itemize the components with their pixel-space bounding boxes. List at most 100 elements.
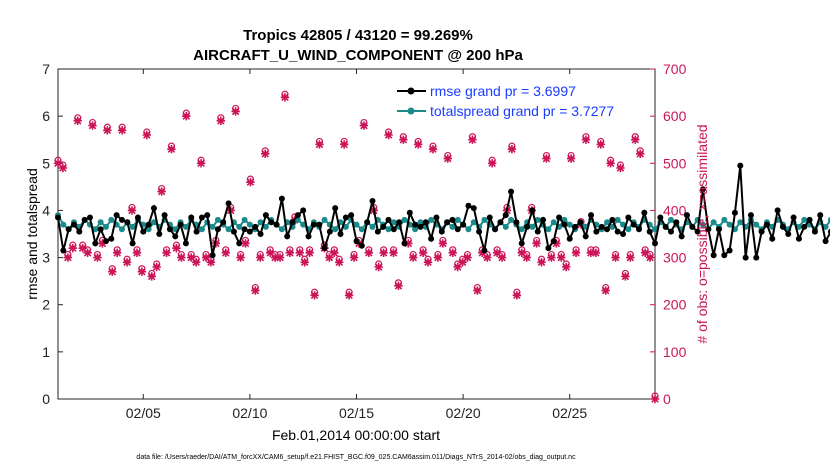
obs-assimilated-point — [78, 243, 87, 253]
spread-point — [358, 226, 365, 233]
obs-assimilated-point — [448, 248, 457, 258]
rmse-point — [641, 209, 648, 216]
obs-assimilated-point — [157, 187, 166, 196]
rmse-point — [545, 245, 552, 252]
obs-assimilated-point — [221, 248, 230, 258]
obs-assimilated-point — [650, 394, 660, 404]
rmse-point — [230, 228, 237, 235]
spread-point — [102, 223, 109, 230]
rmse-point — [444, 219, 451, 226]
rmse-point — [699, 186, 706, 193]
rmse-point — [593, 228, 600, 235]
obs-assimilated-point — [73, 116, 82, 126]
rmse-point — [811, 228, 818, 235]
spread-point — [502, 223, 509, 230]
rmse-point — [268, 219, 275, 226]
spread-point — [822, 223, 829, 230]
spread-point — [518, 226, 525, 233]
rmse-point — [731, 209, 738, 216]
obs-assimilated-point — [399, 135, 408, 144]
obs-assimilated-point — [132, 248, 142, 258]
spread-point — [737, 219, 744, 226]
x-tick-label: 02/05 — [126, 405, 161, 421]
rmse-point — [785, 231, 792, 237]
rmse-point — [124, 219, 131, 226]
rmse-point — [220, 219, 227, 226]
rmse-point — [433, 214, 440, 221]
obs-assimilated-point — [571, 248, 581, 258]
rmse-point — [790, 214, 797, 221]
spread-point — [182, 223, 189, 230]
rmse-point — [316, 221, 323, 228]
spread-point — [795, 223, 802, 230]
rmse-point — [241, 226, 248, 233]
rmse-point — [204, 212, 211, 219]
rmse-point — [113, 212, 120, 219]
rmse-point — [342, 214, 349, 221]
rmse-point — [332, 205, 339, 212]
obs-assimilated-point — [487, 159, 497, 168]
rmse-point — [108, 235, 115, 242]
spread-point — [342, 223, 349, 230]
obs-assimilated-point — [522, 253, 531, 262]
spread-point — [465, 226, 472, 233]
obs-assimilated-point — [93, 253, 102, 262]
rmse-point — [630, 221, 637, 228]
y-left-tick-label: 5 — [42, 155, 50, 171]
rmse-point — [683, 212, 690, 219]
obs-assimilated-point — [423, 258, 433, 267]
spread-point — [726, 221, 733, 228]
obs-assimilated-point — [547, 253, 556, 262]
legend-rmse-marker — [407, 87, 415, 95]
obs-assimilated-point — [127, 206, 137, 215]
rmse-point — [348, 212, 355, 219]
obs-assimilated-point — [53, 159, 63, 168]
rmse-point — [257, 231, 264, 237]
obs-assimilated-point — [83, 248, 92, 258]
obs-assimilated-point — [458, 258, 467, 267]
rmse-point — [97, 226, 104, 233]
obs-assimilated-point — [492, 248, 502, 258]
spread-point — [721, 216, 728, 223]
spread-point — [60, 221, 67, 228]
obs-assimilated-point — [152, 262, 161, 272]
obs-assimilated-point — [349, 253, 359, 262]
obs-assimilated-point — [88, 121, 97, 130]
rmse-point — [156, 231, 163, 237]
obs-assimilated-point — [63, 253, 73, 262]
rmse-point — [129, 240, 136, 247]
rmse-point — [252, 223, 259, 230]
rmse-point — [438, 228, 445, 235]
obs-assimilated-point — [443, 154, 452, 163]
obs-assimilated-point — [305, 248, 314, 258]
obs-assimilated-point — [640, 248, 650, 258]
y-right-tick-label: 600 — [663, 108, 687, 124]
rmse-point — [358, 242, 365, 249]
obs-assimilated-point — [236, 253, 245, 262]
spread-point — [753, 221, 760, 228]
obs-assimilated-point — [142, 130, 152, 140]
obs-assimilated-point — [162, 248, 171, 258]
obs-assimilated-point — [566, 154, 576, 163]
rmse-point — [534, 228, 541, 235]
rmse-point — [486, 214, 493, 221]
spread-point — [214, 216, 221, 223]
spread-point — [699, 221, 706, 228]
obs-assimilated-point — [335, 258, 344, 267]
x-tick-label: 02/25 — [552, 405, 587, 421]
rmse-point — [449, 216, 456, 223]
obs-assimilated-point — [231, 107, 240, 116]
rmse-point — [193, 228, 200, 235]
rmse-point — [161, 212, 168, 219]
spread-point — [97, 219, 104, 226]
obs-assimilated-point — [537, 258, 546, 267]
obs-assimilated-point — [384, 130, 393, 140]
obs-assimilated-point — [270, 253, 280, 262]
obs-assimilated-point — [122, 258, 132, 267]
obs-assimilated-point — [532, 239, 541, 248]
rmse-point — [763, 221, 770, 228]
spread-point — [710, 219, 717, 226]
rmse-point — [364, 219, 371, 226]
obs-assimilated-point — [438, 239, 448, 248]
obs-assimilated-point — [295, 248, 304, 258]
